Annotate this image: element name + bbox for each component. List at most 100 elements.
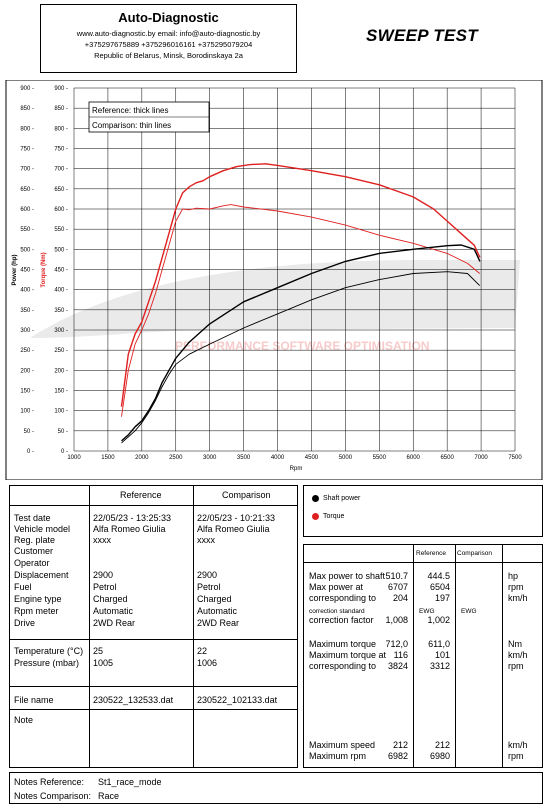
power-tick-label: 300 -: [20, 328, 34, 334]
info-reference-value: 22/05/23 - 13:25:33: [93, 513, 172, 523]
torque-tick-label: 900 -: [54, 86, 68, 92]
torque-tick-label: 150 -: [54, 389, 68, 395]
torque-tick-label: 350 -: [54, 308, 68, 314]
x-tick-label: 6500: [440, 455, 454, 461]
x-tick-label: 1000: [67, 455, 81, 461]
summary-reference-value: EWG: [419, 608, 435, 615]
x-tick-label: 5000: [339, 455, 353, 461]
x-tick-label: 6000: [407, 455, 421, 461]
chart-frame: [5, 80, 543, 480]
info-label: Reg. plate: [14, 535, 56, 545]
power-tick-label: 400 -: [20, 288, 34, 294]
x-tick-label: 2000: [135, 455, 149, 461]
notes-reference-value: St1_race_mode: [98, 777, 162, 787]
series-torque-thick-line: [120, 163, 481, 407]
summary-unit: rpm: [508, 661, 524, 671]
temperature-label: Temperature (°C): [14, 646, 84, 656]
power-tick-label: 450 -: [20, 268, 34, 274]
notes-comparison-label: Notes Comparison:: [14, 791, 92, 801]
summary-unit: rpm: [508, 582, 524, 592]
notes-box: Notes Reference: St1_race_mode Notes Com…: [9, 772, 543, 804]
x-tick-label: 3500: [237, 455, 251, 461]
info-reference-value: 2WD Rear: [93, 618, 136, 628]
summary-reference-value: 204: [392, 593, 408, 603]
torque-tick-label: 550 -: [54, 227, 68, 233]
company-name: Auto-Diagnostic: [118, 10, 219, 25]
torque-tick-label: 300 -: [54, 328, 68, 334]
summary-reference-value: 510.7: [385, 571, 408, 581]
series-torque-thin-line: [121, 204, 480, 417]
torque-axis-label: Torque (Nm): [41, 252, 47, 287]
company-header: Auto-Diagnostic www.auto-diagnostic.by e…: [40, 4, 297, 73]
summary-label: Maximum torque at: [309, 650, 387, 660]
info-label: Test date: [14, 513, 51, 523]
x-axis-label: Rpm: [290, 466, 303, 472]
curve-legend: Shaft power Torque: [303, 485, 543, 537]
torque-legend-dot: [312, 513, 319, 520]
power-tick-label: 750 -: [20, 147, 34, 153]
info-comparison-value: xxxx: [197, 535, 215, 545]
torque-tick-label: 450 -: [54, 268, 68, 274]
torque-tick-label: 800 -: [54, 126, 68, 132]
x-tick-label: 7500: [508, 455, 522, 461]
phone-line: +375297675889 +375296016161 +37529507920…: [84, 40, 253, 49]
right-col-reference: Reference: [416, 550, 446, 557]
info-comparison-value: Charged: [197, 594, 232, 604]
torque-tick-label: 0 -: [61, 449, 68, 455]
info-reference-value: Charged: [93, 594, 128, 604]
info-reference-value: Automatic: [93, 606, 134, 616]
power-tick-label: 50 -: [24, 429, 34, 435]
address-line: Republic of Belarus, Minsk, Borodinskaya…: [94, 51, 243, 60]
summary-label: Maximum torque: [309, 639, 377, 649]
summary-label: corresponding to: [309, 661, 377, 671]
summary-comparison-value: 6980: [429, 751, 450, 761]
power-tick-label: 100 -: [20, 409, 34, 415]
series-power-thick-line: [121, 244, 481, 442]
file-name-reference: 230522_132533.dat: [93, 695, 174, 705]
x-tick-label: 4000: [271, 455, 285, 461]
info-reference-value: Petrol: [93, 582, 117, 592]
power-tick-label: 200 -: [20, 368, 34, 374]
info-comparison-value: 2900: [197, 570, 218, 580]
pressure-reference: 1005: [93, 658, 114, 668]
torque-tick-label: 200 -: [54, 368, 68, 374]
info-label: Engine type: [14, 594, 62, 604]
info-comparison-value: 2WD Rear: [197, 618, 240, 628]
info-label: Displacement: [14, 570, 69, 580]
x-tick-label: 2500: [169, 455, 183, 461]
power-tick-label: 150 -: [20, 389, 34, 395]
summary-reference-value: 116: [393, 650, 408, 660]
summary-comparison-value: EWG: [461, 608, 477, 615]
summary-comparison-value: 197: [434, 593, 450, 603]
shaft-power-legend-dot: [312, 495, 319, 502]
watermark-text: PERFORMANCE SOFTWARE OPTIMISATION: [175, 339, 429, 353]
summary-unit: km/h: [508, 593, 528, 603]
watermark-logo: [30, 260, 520, 338]
torque-tick-label: 50 -: [58, 429, 68, 435]
torque-tick-label: 650 -: [54, 187, 68, 193]
power-tick-label: 600 -: [20, 207, 34, 213]
file-name-label: File name: [14, 695, 54, 705]
power-tick-label: 650 -: [20, 187, 34, 193]
file-name-comparison: 230522_102133.dat: [197, 695, 278, 705]
summary-comparison-value: 444.5: [427, 571, 450, 581]
temperature-comparison: 22: [197, 646, 208, 656]
power-tick-label: 850 -: [20, 106, 34, 112]
temperature-reference: 25: [93, 646, 104, 656]
summary-reference-value: 6982: [387, 751, 408, 761]
torque-tick-label: 700 -: [54, 167, 68, 173]
vehicle-info-table: Reference Comparison Test date 22/05/23 -…: [9, 485, 298, 768]
power-tick-label: 800 -: [20, 126, 34, 132]
x-tick-label: 1500: [101, 455, 115, 461]
torque-tick-label: 400 -: [54, 288, 68, 294]
summary-label: correction standard: [309, 608, 365, 615]
info-comparison-value: 22/05/23 - 10:21:33: [197, 513, 276, 523]
summary-comparison-value: 212: [434, 740, 450, 750]
summary-label: Maximum speed: [309, 740, 376, 750]
summary-unit: km/h: [508, 650, 528, 660]
summary-label: corresponding to: [309, 593, 377, 603]
summary-comparison-value: 3312: [429, 661, 450, 671]
power-tick-label: 350 -: [20, 308, 34, 314]
summary-unit: km/h: [508, 740, 528, 750]
info-label: Customer: [14, 546, 54, 556]
